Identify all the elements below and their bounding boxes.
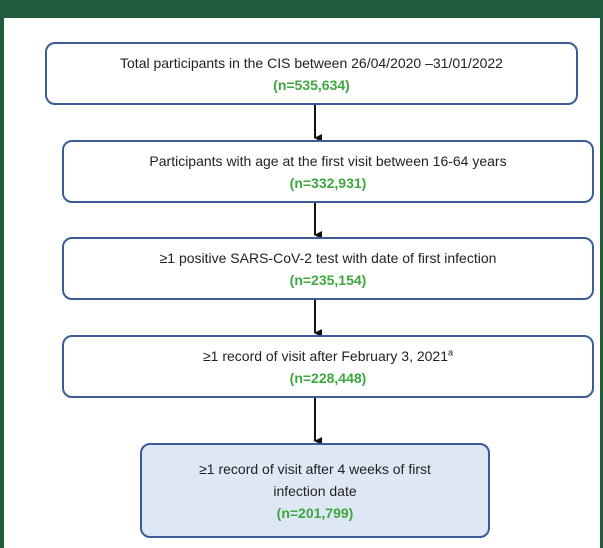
box-count: (n=332,931) (289, 174, 367, 191)
box-count: (n=228,448) (289, 369, 367, 386)
flow-box: Participants with age at the first visit… (62, 140, 594, 203)
box-count: (n=201,799) (276, 504, 354, 521)
box-count: (n=535,634) (273, 76, 350, 93)
box-text: Participants with age at the first visit… (149, 152, 507, 169)
footnote-marker: a (448, 346, 454, 357)
box-text: ≥1 positive SARS-CoV-2 test with date of… (159, 249, 497, 266)
box-count: (n=235,154) (289, 271, 367, 288)
flow-box: Total participants in the CIS between 26… (45, 42, 578, 105)
flow-box: ≥1 positive SARS-CoV-2 test with date of… (62, 237, 594, 300)
box-text-line: ≥1 record of visit after February 3, 202… (203, 345, 453, 367)
flow-box: ≥1 record of visit after 4 weeks of firs… (140, 443, 490, 538)
flow-box: ≥1 record of visit after February 3, 202… (62, 335, 594, 398)
box-text: ≥1 record of visit after 4 weeks of firs… (199, 460, 431, 499)
box-text: Total participants in the CIS between 26… (120, 54, 503, 71)
header-band (0, 0, 603, 18)
box-text: ≥1 record of visit after February 3, 202… (202, 347, 448, 364)
